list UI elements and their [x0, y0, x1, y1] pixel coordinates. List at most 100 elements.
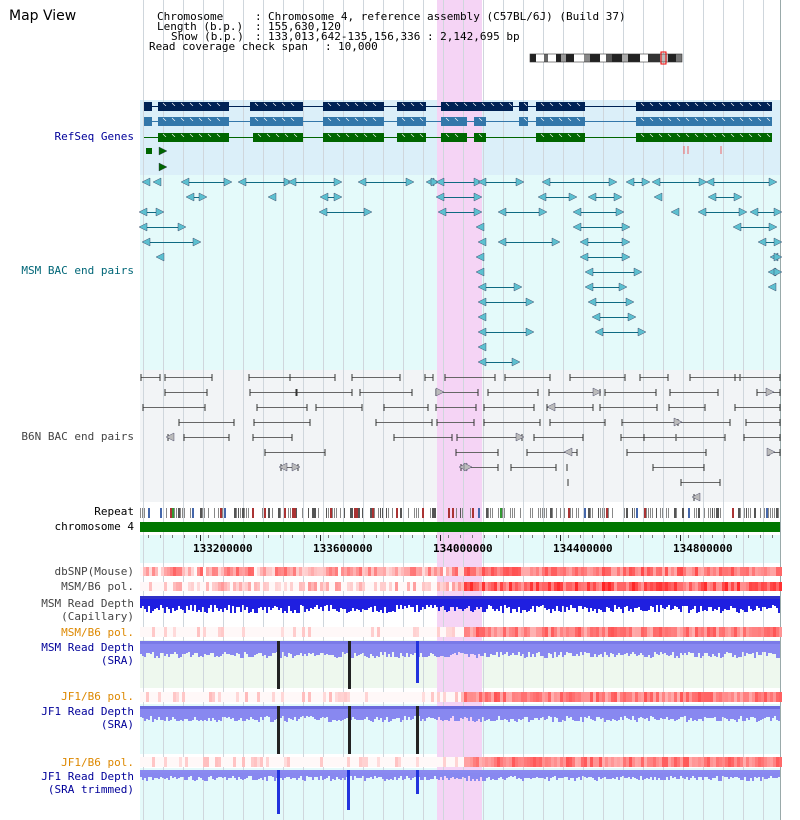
- dbsnp-heat-cell: [647, 567, 650, 576]
- msm-b6-pol-sra-heat-cell: [584, 627, 587, 637]
- msm-depth-capillary-bar: [406, 596, 408, 608]
- jf1-b6-pol-heat-cell: [371, 692, 374, 702]
- msm-depth-capillary-bar: [404, 596, 406, 606]
- msm-depth-capillary-bar: [726, 596, 728, 610]
- jf1-b6-pol-heat-cell: [155, 692, 158, 702]
- msm-b6-pol-sra-heat-cell: [164, 627, 167, 637]
- jf1-b6-pol-heat-cell: [356, 692, 359, 702]
- msm-bac-end-marker: [627, 312, 637, 322]
- jf1-depth-trimmed-label[interactable]: JF1 Read Depth: [41, 770, 134, 783]
- msm-b6-pol-sra-label[interactable]: MSM/B6 pol.: [61, 626, 134, 639]
- msm-b6-pol-sra-heat-cell: [296, 627, 299, 637]
- msm-b6-pol-heat-cell: [389, 582, 392, 591]
- gene-strand-mark: [730, 133, 735, 138]
- jf1-depth-sra-bar: [650, 706, 652, 716]
- dbsnp-track-label[interactable]: dbSNP(Mouse): [54, 565, 134, 578]
- jf1-depth-sra-bar: [586, 706, 588, 718]
- jf1-depth-trimmed-bar: [740, 770, 742, 780]
- repeat-element: [400, 508, 402, 518]
- msm-bac-end-marker: [511, 357, 521, 367]
- msm-b6-pol-track-label[interactable]: MSM/B6 pol.: [61, 580, 134, 593]
- dbsnp-heat-cell: [710, 567, 713, 576]
- gene-strand-mark: [766, 117, 771, 122]
- jf1-b6-pol-label[interactable]: JF1/B6 pol.: [61, 690, 134, 703]
- msm-b6-pol-sra-heat-cell: [632, 627, 635, 637]
- msm-depth-sra-bar: [266, 641, 268, 658]
- jf1-depth-sra-bar: [678, 706, 680, 719]
- dbsnp-heat-cell: [293, 567, 296, 576]
- refseq-genes-track-label[interactable]: RefSeq Genes: [54, 130, 134, 143]
- jf1-depth-sra-bar: [584, 706, 586, 717]
- msm-bac-end-marker: [477, 177, 487, 187]
- dbsnp-heat-cell: [254, 567, 257, 576]
- dbsnp-heat-cell: [197, 567, 200, 576]
- msm-b6-pol-heat-cell: [311, 582, 314, 591]
- jf1-depth-trimmed-bar: [394, 770, 396, 777]
- b6n-bac-track-label[interactable]: B6N BAC end pairs: [21, 430, 134, 443]
- jf1-depth-trimmed-bar: [602, 770, 604, 778]
- repeat-element: [662, 508, 663, 518]
- msm-depth-sra-label[interactable]: MSM Read Depth: [41, 641, 134, 654]
- msm-depth-sra-bar: [644, 641, 646, 657]
- msm-depth-sra-bar: [286, 641, 288, 657]
- jf1-depth-sra-bar: [376, 706, 378, 717]
- msm-depth-capillary-label[interactable]: MSM Read Depth: [41, 597, 134, 610]
- repeat-element: [592, 508, 593, 518]
- dbsnp-heat-cell: [377, 567, 380, 576]
- jf1-depth-sra-bar: [162, 706, 164, 720]
- jf1-depth-sra-bar: [754, 706, 756, 718]
- msm-depth-sra-bar: [352, 641, 354, 658]
- msm-b6-pol-sra-heat-cell: [683, 627, 686, 637]
- gene-strand-mark: [757, 133, 762, 138]
- jf1-b6-pol-heat-cell: [536, 692, 539, 702]
- jf1-depth-trimmed-bar: [744, 770, 746, 777]
- repeat-track-label[interactable]: Repeat: [94, 505, 134, 518]
- jf1-b6-pol-heat-cell: [491, 692, 494, 702]
- jf1-depth-sra-bar: [660, 706, 662, 718]
- msm-b6-pol-heat-cell: [728, 582, 731, 591]
- msm-b6-pol-heat-cell: [158, 582, 161, 591]
- msm-b6-pol-sra-heat-cell: [524, 627, 527, 637]
- jf1-depth-trimmed-bar: [142, 770, 144, 780]
- gene-strand-mark: [567, 102, 572, 107]
- msm-depth-sra-bar: [272, 641, 274, 653]
- msm-depth-sra-bar: [584, 641, 586, 652]
- jf1-b6-pol-2-heat-cell: [707, 757, 710, 767]
- jf1-depth-sra-bar: [504, 706, 506, 719]
- msm-b6-pol-sra-heat-cell: [332, 627, 335, 637]
- repeat-element: [568, 508, 570, 518]
- msm-depth-sra-bar: [502, 641, 504, 655]
- msm-b6-pol-heat-cell: [506, 582, 509, 591]
- jf1-b6-pol-2-label[interactable]: JF1/B6 pol.: [61, 756, 134, 769]
- msm-bac-end-marker: [579, 252, 589, 262]
- msm-depth-capillary-bar: [534, 596, 536, 612]
- msm-depth-capillary-bar: [426, 596, 428, 605]
- jf1-b6-pol-heat-cell: [557, 692, 560, 702]
- jf1-depth-sra-label[interactable]: JF1 Read Depth: [41, 705, 134, 718]
- jf1-b6-pol-2-heat-cell: [242, 757, 245, 767]
- msm-b6-pol-heat-cell: [665, 582, 668, 591]
- gene-strand-mark: [207, 133, 212, 138]
- msm-b6-pol-heat-cell: [221, 582, 224, 591]
- msm-depth-capillary-bar: [158, 596, 160, 610]
- jf1-depth-trimmed-bar: [356, 770, 358, 778]
- msm-bac-end-marker: [333, 177, 343, 187]
- repeat-element: [326, 508, 327, 518]
- jf1-depth-trimmed-bar: [198, 770, 200, 777]
- msm-depth-capillary-bar: [646, 596, 648, 611]
- jf1-depth-sra-bar: [460, 706, 462, 718]
- repeat-element: [646, 508, 647, 518]
- msm-depth-sra-bar: [458, 641, 460, 652]
- msm-bac-track-label[interactable]: MSM BAC end pairs: [21, 264, 134, 277]
- repeat-element: [328, 508, 329, 518]
- jf1-depth-sra-bar: [770, 706, 772, 721]
- msm-depth-sra-bar: [252, 641, 254, 657]
- repeat-element: [176, 508, 177, 518]
- jf1-depth-sra-bar: [632, 706, 634, 716]
- jf1-depth-trimmed-bar: [340, 770, 342, 780]
- msm-depth-sra-bar: [698, 641, 700, 653]
- jf1-depth-sra-bar: [534, 706, 536, 718]
- msm-b6-pol-heat-cell: [251, 582, 254, 591]
- jf1-b6-pol-2-heat-cell: [728, 757, 731, 767]
- dbsnp-heat-cell: [692, 567, 695, 576]
